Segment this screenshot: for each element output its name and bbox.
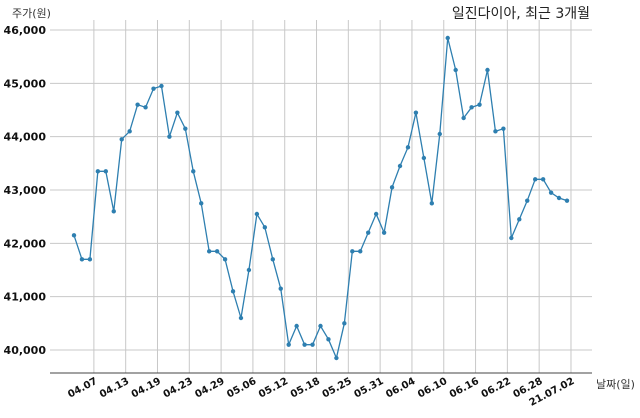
data-point xyxy=(477,102,482,107)
x-tick-label: 06.22 xyxy=(480,376,513,401)
data-point xyxy=(230,289,236,294)
x-tick-label: 05.06 xyxy=(225,376,258,401)
x-tick-label: 04.19 xyxy=(130,376,163,401)
data-point xyxy=(469,105,474,110)
data-point xyxy=(453,67,458,73)
x-tick-label: 04.13 xyxy=(98,376,131,401)
x-tick-label: 05.25 xyxy=(321,376,354,401)
x-tick-label: 06.16 xyxy=(448,376,481,401)
data-point xyxy=(381,230,387,235)
data-point xyxy=(548,190,554,195)
data-point xyxy=(342,321,347,326)
data-point xyxy=(445,35,450,41)
data-point xyxy=(350,249,355,254)
data-point xyxy=(79,257,85,262)
data-point xyxy=(262,225,268,230)
data-point xyxy=(509,235,514,241)
y-tick-label: 40,000 xyxy=(4,344,47,357)
y-tick-label: 42,000 xyxy=(4,237,47,250)
data-point xyxy=(405,145,411,150)
data-point xyxy=(294,323,299,329)
x-axis-label: 날짜(일) xyxy=(596,377,635,391)
data-point xyxy=(310,342,315,347)
series-line xyxy=(73,37,568,361)
data-point xyxy=(278,286,283,291)
y-tick-label: 46,000 xyxy=(4,24,47,37)
data-point xyxy=(564,198,570,203)
y-tick-label: 43,000 xyxy=(4,184,47,197)
data-point xyxy=(437,131,442,137)
x-tick-label: 05.18 xyxy=(289,376,322,401)
data-point xyxy=(286,342,291,347)
x-tick-label: 05.31 xyxy=(352,376,385,401)
data-point xyxy=(302,342,307,347)
data-point xyxy=(270,257,275,262)
x-tick-label: 04.23 xyxy=(162,376,195,401)
y-tick-labels: 40,000 41,000 42,000 43,000 44,000 45,000 46,0… xyxy=(4,24,47,357)
series-layer xyxy=(71,35,570,361)
data-point xyxy=(373,211,379,217)
data-point xyxy=(254,211,260,217)
data-point xyxy=(206,249,212,254)
data-point xyxy=(485,67,490,73)
data-point xyxy=(397,163,403,169)
data-point xyxy=(167,134,172,139)
data-point xyxy=(334,355,339,361)
data-point xyxy=(532,177,538,182)
x-tick-labels: 04.0704.1304.1904.2304.2905.0605.1205.18… xyxy=(66,376,576,409)
data-point xyxy=(326,337,331,342)
data-point xyxy=(501,126,506,131)
data-point xyxy=(238,315,244,321)
data-point xyxy=(525,198,530,203)
data-point xyxy=(191,169,196,174)
data-point xyxy=(461,115,466,121)
y-axis-label: 주가(원) xyxy=(12,7,51,20)
data-point xyxy=(111,209,116,214)
data-point xyxy=(358,249,363,254)
y-tick-label: 44,000 xyxy=(4,131,47,144)
data-point xyxy=(183,126,188,131)
data-point xyxy=(143,105,148,110)
data-point xyxy=(429,201,435,206)
data-point xyxy=(540,177,546,182)
x-tick-label: 04.07 xyxy=(66,376,99,401)
y-tick-label: 41,000 xyxy=(4,291,47,304)
data-point xyxy=(119,137,124,142)
x-tick-label: 05.12 xyxy=(257,376,290,401)
data-point xyxy=(135,102,140,107)
data-point xyxy=(71,233,77,238)
data-point xyxy=(517,217,522,222)
data-point xyxy=(159,83,164,89)
y-tick-label: 45,000 xyxy=(4,77,47,90)
x-tick-label: 06.10 xyxy=(416,376,449,401)
chart-title: 일진다이아, 최근 3개월 xyxy=(452,6,590,22)
data-point xyxy=(103,169,109,174)
data-point xyxy=(421,155,427,161)
data-point xyxy=(95,169,101,174)
x-tick-label: 04.29 xyxy=(193,376,226,401)
data-point xyxy=(246,267,252,273)
data-point xyxy=(366,230,371,235)
grid-layer xyxy=(50,20,592,373)
data-point xyxy=(199,201,204,206)
data-point xyxy=(318,323,323,329)
data-point xyxy=(175,110,180,115)
data-point xyxy=(222,257,228,262)
data-point xyxy=(556,195,562,201)
data-point xyxy=(87,257,93,262)
data-point xyxy=(127,129,132,134)
data-point xyxy=(214,249,220,254)
x-tick-label: 06.04 xyxy=(384,376,417,401)
data-point xyxy=(389,185,395,190)
data-point xyxy=(151,86,156,91)
data-point xyxy=(413,110,419,115)
data-point xyxy=(493,129,498,134)
